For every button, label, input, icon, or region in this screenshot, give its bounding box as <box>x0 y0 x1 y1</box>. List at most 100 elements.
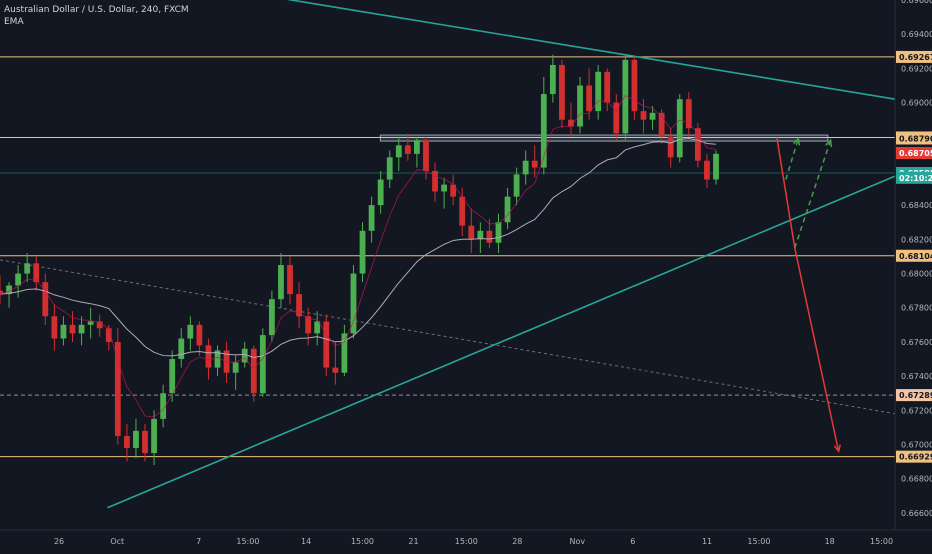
ema-fast-line <box>0 95 717 418</box>
candle-body <box>205 345 212 368</box>
candle-body <box>704 160 710 180</box>
candle-body <box>24 263 31 274</box>
candle-body <box>423 140 429 171</box>
projection-arrowhead-2 <box>825 138 833 148</box>
projection-arrowhead-0 <box>833 444 841 454</box>
candle-body <box>323 321 330 368</box>
price-label-last: 0.68705 <box>899 149 932 158</box>
candle-body <box>42 282 49 317</box>
x-tick-label: 14 <box>301 537 311 546</box>
candle-body <box>368 205 375 231</box>
y-tick-label: 0.69200 <box>901 64 932 73</box>
candle-body <box>513 174 520 197</box>
trendline-2 <box>0 259 896 415</box>
candle-body <box>495 222 502 243</box>
price-label-level: 0.68104 <box>899 252 932 261</box>
x-tick-label: Nov <box>569 537 585 546</box>
candle-body <box>196 324 203 346</box>
candle-body <box>78 324 85 334</box>
x-tick-label: 15:00 <box>236 537 259 546</box>
y-tick-label: 0.69000 <box>901 99 932 108</box>
x-tick-label: Oct <box>110 537 124 546</box>
symbol-title: Australian Dollar / U.S. Dollar, 240, FX… <box>4 5 189 15</box>
trendline-0 <box>286 0 896 100</box>
candle-body <box>559 64 565 120</box>
price-label-level: 0.66929 <box>899 453 932 462</box>
y-tick-label: 0.67600 <box>901 338 932 347</box>
candle-body <box>613 102 620 134</box>
candle-body <box>60 324 67 339</box>
trendline-1 <box>107 175 896 509</box>
candle-body <box>296 294 302 317</box>
candle-body <box>268 299 275 336</box>
x-tick-label: 18 <box>825 537 835 546</box>
y-tick-label: 0.68200 <box>901 235 932 244</box>
candle-body <box>33 263 40 283</box>
candle-body <box>477 230 484 240</box>
candle-body <box>178 338 185 360</box>
x-tick-label: 11 <box>702 537 712 546</box>
candle-body <box>577 85 583 127</box>
price-label-level: 0.69267 <box>899 53 932 62</box>
price-label-box <box>896 450 932 463</box>
y-tick-label: 0.69600 <box>901 0 932 5</box>
candle-body <box>69 324 76 334</box>
candle-body <box>6 285 12 295</box>
price-label-timer: 02:10:29 <box>899 174 932 183</box>
candle-body <box>595 71 602 112</box>
candle-body <box>232 362 239 373</box>
y-tick-label: 0.67000 <box>901 441 932 450</box>
candle-body <box>586 85 593 112</box>
ema-line <box>0 138 717 359</box>
candle-body <box>713 153 719 180</box>
candle-body <box>350 273 357 334</box>
candle-body <box>359 230 366 274</box>
candle-body <box>105 328 112 342</box>
candle-body <box>694 128 701 161</box>
y-tick-label: 0.68000 <box>901 270 932 279</box>
candle-body <box>658 112 665 137</box>
price-label-box <box>896 249 932 262</box>
y-tick-label: 0.68400 <box>901 201 932 210</box>
candle-body <box>305 316 312 334</box>
candle-body <box>649 112 656 120</box>
x-tick-label: 7 <box>196 537 201 546</box>
price-label-dashed: 0.67289 <box>899 391 932 400</box>
candle-body <box>386 157 393 180</box>
candle-body <box>631 59 638 112</box>
candle-body <box>504 196 511 223</box>
candle-body <box>667 136 674 158</box>
candle-body <box>241 348 248 363</box>
candle-body <box>214 350 221 368</box>
candle-body <box>96 321 103 329</box>
candle-body <box>259 335 266 394</box>
candle-body <box>250 348 257 394</box>
x-tick-label: 15:00 <box>351 537 374 546</box>
candle-body <box>151 418 157 454</box>
candle-body <box>377 179 384 206</box>
candle-body <box>685 99 692 129</box>
price-label-box <box>896 50 932 63</box>
candle-body <box>160 393 167 419</box>
y-tick-label: 0.67400 <box>901 372 932 381</box>
price-label-level: 0.68790 <box>899 134 932 143</box>
candle-body <box>87 321 94 325</box>
candle-body <box>187 324 194 339</box>
y-tick-label: 0.67800 <box>901 304 932 313</box>
candle-body <box>432 170 438 192</box>
candle-body <box>395 145 402 158</box>
x-tick-label: 6 <box>630 537 635 546</box>
candle-body <box>133 430 139 448</box>
candle-body <box>15 273 22 286</box>
candle-body <box>450 184 457 197</box>
price-label-box <box>896 389 932 402</box>
y-tick-label: 0.66600 <box>901 509 932 518</box>
x-tick-label: 15:00 <box>870 537 893 546</box>
candle-body <box>604 71 611 103</box>
projection-arrowhead-1 <box>793 136 801 146</box>
x-tick-label: 26 <box>54 537 64 546</box>
price-label-box <box>896 147 932 160</box>
